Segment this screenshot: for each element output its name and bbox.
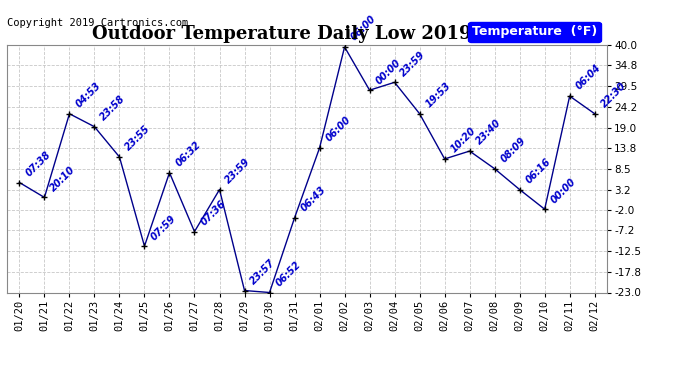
Text: 06:52: 06:52	[274, 260, 303, 288]
Text: 07:38: 07:38	[23, 149, 52, 178]
Title: Outdoor Temperature Daily Low 20190213: Outdoor Temperature Daily Low 20190213	[92, 26, 522, 44]
Text: 10:20: 10:20	[448, 126, 477, 155]
Text: 06:16: 06:16	[524, 156, 553, 185]
Text: 23:59: 23:59	[224, 156, 253, 185]
Legend: Temperature  (°F): Temperature (°F)	[469, 21, 601, 42]
Text: 08:09: 08:09	[499, 136, 528, 165]
Text: 23:58: 23:58	[99, 94, 128, 123]
Text: Copyright 2019 Cartronics.com: Copyright 2019 Cartronics.com	[7, 18, 188, 28]
Text: 07:36: 07:36	[199, 198, 228, 228]
Text: 06:43: 06:43	[299, 185, 328, 214]
Text: 07:59: 07:59	[148, 213, 177, 242]
Text: 06:00: 06:00	[324, 115, 353, 144]
Text: 20:10: 20:10	[48, 164, 77, 193]
Text: 06:32: 06:32	[174, 140, 203, 168]
Text: 23:57: 23:57	[248, 258, 277, 286]
Text: 22:30: 22:30	[599, 81, 628, 110]
Text: 23:40: 23:40	[474, 118, 503, 147]
Text: 06:04: 06:04	[574, 63, 603, 92]
Text: 04:53: 04:53	[74, 81, 103, 110]
Text: 00:00: 00:00	[549, 176, 578, 205]
Text: 23:59: 23:59	[399, 49, 428, 78]
Text: 19:53: 19:53	[424, 81, 453, 110]
Text: 00:00: 00:00	[374, 57, 403, 86]
Text: 06:00: 06:00	[348, 14, 377, 43]
Text: 23:55: 23:55	[124, 124, 152, 153]
